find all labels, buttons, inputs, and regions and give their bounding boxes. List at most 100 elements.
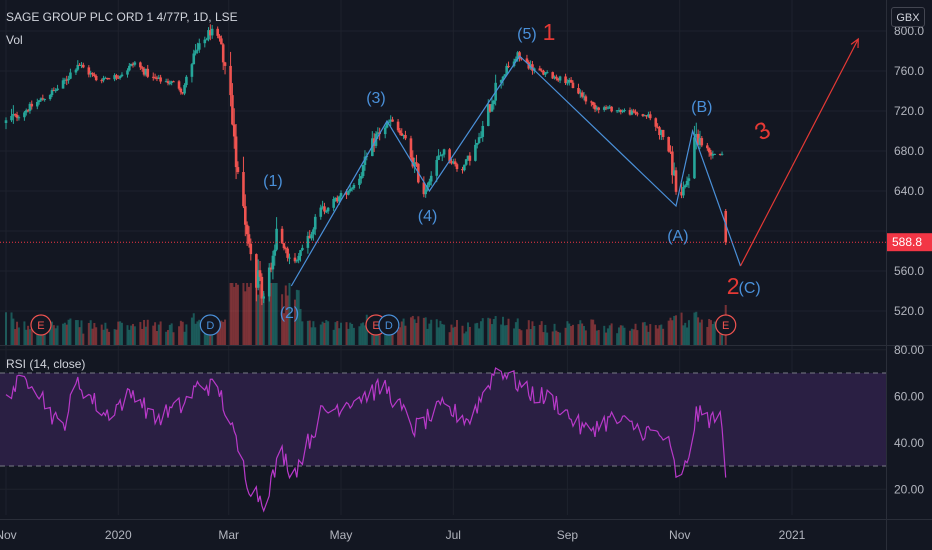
- volume-bar: [54, 328, 57, 345]
- volume-bar: [49, 329, 52, 345]
- volume-bar: [544, 324, 547, 345]
- volume-bar: [115, 329, 118, 345]
- time-tick-label: Mar: [218, 528, 239, 542]
- candle-body: [674, 170, 678, 192]
- volume-bar: [229, 283, 232, 345]
- volume-bar: [660, 324, 663, 345]
- candle-body: [453, 161, 457, 165]
- last-candle-body: [724, 211, 728, 243]
- volume-bar: [417, 316, 420, 345]
- arrow-head: [850, 37, 859, 49]
- candle-body: [385, 122, 389, 128]
- candle-body: [262, 296, 266, 299]
- volume-bar: [91, 328, 94, 345]
- candle-body: [142, 68, 146, 75]
- candlesticks: [4, 24, 728, 306]
- candle-body: [63, 79, 67, 81]
- volume-bar: [424, 317, 427, 345]
- candle-body: [13, 114, 17, 116]
- candle-body: [128, 65, 131, 71]
- volume-bar: [249, 283, 252, 345]
- rsi-band-fill: [0, 373, 886, 466]
- volume-bar: [76, 320, 79, 345]
- candle-body: [555, 76, 558, 79]
- rsi-tick-label: 20.00: [894, 482, 924, 496]
- volume-bar: [698, 322, 701, 345]
- candle-body: [350, 188, 354, 190]
- candle-body: [197, 43, 201, 50]
- candle-body: [361, 164, 365, 177]
- candle-body: [479, 136, 483, 138]
- volume-bar: [327, 321, 330, 345]
- volume-bar: [675, 315, 678, 345]
- candle-body: [582, 96, 586, 98]
- candle-body: [464, 159, 468, 165]
- volume-bar: [170, 323, 173, 345]
- volume-bar: [152, 325, 155, 345]
- volume-bar: [284, 285, 287, 345]
- volume-bar: [441, 324, 444, 345]
- candle-body: [647, 114, 650, 117]
- volume-bar: [224, 319, 227, 345]
- time-tick-label: 2020: [105, 528, 132, 542]
- candle-body: [172, 81, 175, 83]
- candle-body: [177, 81, 181, 89]
- candle-body: [413, 162, 416, 167]
- candle-body: [26, 110, 30, 112]
- currency-button[interactable]: GBX: [891, 7, 925, 27]
- volume-bar: [443, 324, 446, 345]
- volume-bar: [275, 283, 278, 345]
- candle-body: [218, 35, 221, 39]
- candle-body: [28, 103, 32, 111]
- volume-bar: [312, 321, 315, 345]
- volume-bar: [12, 318, 15, 345]
- volume-bar: [56, 325, 59, 345]
- volume-bar: [426, 328, 429, 345]
- volume-bar: [468, 326, 471, 345]
- candle-body: [216, 28, 219, 36]
- price-tick-label: 800.0: [894, 24, 924, 38]
- volume-bar: [220, 320, 223, 345]
- volume-bar: [139, 322, 142, 345]
- event-marker: [30, 314, 52, 336]
- volume-bar: [571, 324, 574, 345]
- volume-bar: [415, 322, 418, 345]
- volume-bar: [713, 321, 716, 345]
- candle-body: [636, 113, 639, 115]
- volume-bar: [39, 326, 42, 345]
- candle-body: [133, 62, 137, 65]
- candle-body: [544, 72, 547, 75]
- volume-bar: [606, 328, 609, 345]
- candle-body: [275, 228, 278, 250]
- candle-body: [10, 115, 13, 121]
- event-marker-label: E: [372, 320, 379, 332]
- price-tick-label: 640.0: [894, 184, 924, 198]
- candle-body: [672, 170, 676, 176]
- candle-body: [468, 155, 472, 161]
- volume-bar: [360, 323, 363, 345]
- volume-bar: [387, 329, 390, 345]
- volume-bar: [306, 320, 309, 345]
- price-tick-label: 560.0: [894, 264, 924, 278]
- candle-body: [286, 248, 289, 258]
- candle-body: [146, 68, 150, 77]
- candle-body: [591, 102, 595, 105]
- candle-body: [299, 250, 302, 256]
- volume-bar: [708, 318, 711, 345]
- candle-body: [196, 49, 199, 51]
- volume-bar: [255, 284, 258, 345]
- candle-body: [52, 90, 56, 92]
- candle-body: [542, 70, 545, 75]
- candle-body: [474, 144, 477, 161]
- volume-bar: [95, 327, 98, 345]
- volume-bar: [592, 319, 595, 345]
- volume-bar: [128, 329, 131, 345]
- candle-body: [713, 153, 716, 155]
- volume-bar: [141, 328, 144, 345]
- volume-bar: [402, 318, 405, 345]
- candle-body: [336, 197, 339, 202]
- volume-bar: [608, 325, 611, 345]
- volume-bar: [538, 324, 541, 345]
- volume-bar: [89, 320, 92, 345]
- volume-bar: [566, 321, 569, 345]
